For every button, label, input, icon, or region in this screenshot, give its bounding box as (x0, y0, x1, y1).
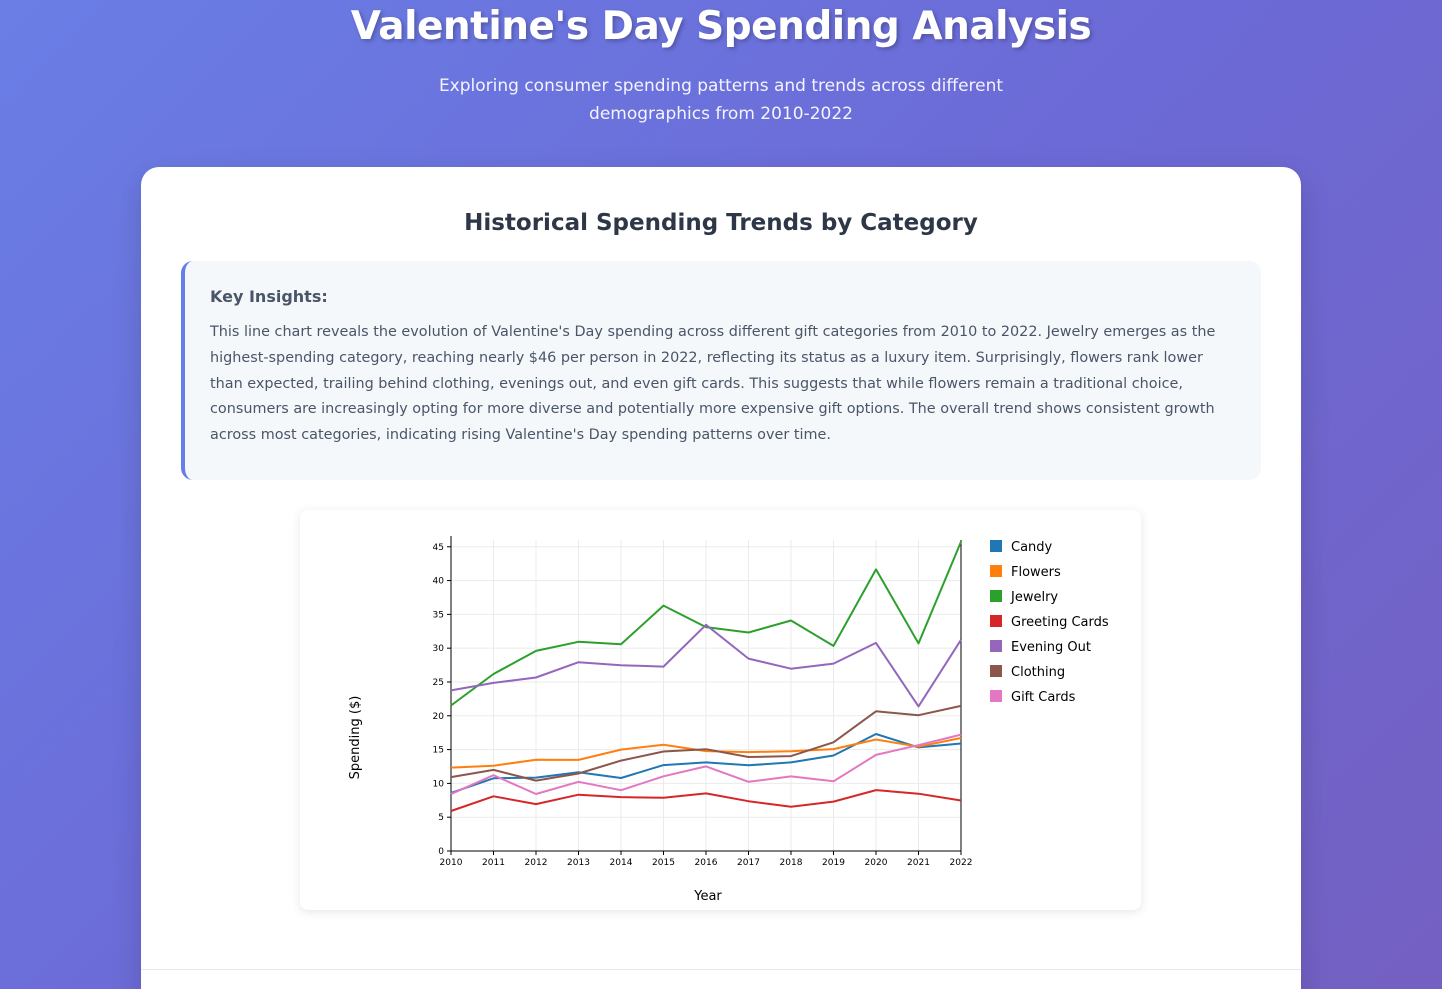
x-tick-label: 2021 (907, 858, 930, 868)
series-line-greeting-cards (450, 789, 962, 812)
series-line-evening-out (450, 623, 962, 708)
x-tick-label: 2020 (865, 858, 888, 868)
card-divider (141, 969, 1301, 970)
legend-swatch-candy (990, 540, 1002, 552)
chart-series (450, 541, 962, 812)
x-tick-label: 2019 (822, 858, 845, 868)
chart-container: 0 5 10 15 20 25 30 35 40 45 2010 2011 2012 2013 2014 20… (300, 510, 1141, 910)
insights-box: Key Insights: This line chart reveals th… (181, 261, 1261, 480)
legend-swatch-jewelry (990, 590, 1002, 602)
x-tick-label: 2017 (737, 858, 760, 868)
y-tick-label: 0 (438, 847, 444, 857)
x-tick-label: 2014 (610, 858, 633, 868)
legend-label-clothing: Clothing (1011, 665, 1065, 680)
legend-label-greeting-cards: Greeting Cards (1011, 615, 1109, 630)
page-title: Valentine's Day Spending Analysis (350, 4, 1092, 49)
y-tick-label: 30 (433, 644, 445, 654)
content-card: Historical Spending Trends by Category K… (141, 167, 1301, 989)
section-title: Historical Spending Trends by Category (464, 210, 978, 236)
series-line-clothing (450, 704, 962, 782)
legend-swatch-greeting-cards (990, 615, 1002, 627)
y-tick-label: 40 (433, 577, 445, 587)
series-line-flowers (450, 737, 962, 769)
chart-grid (450, 540, 962, 852)
legend-label-candy: Candy (1011, 540, 1053, 555)
y-tick-label: 20 (433, 712, 445, 722)
insights-text: This line chart reveals the evolution of… (210, 324, 1216, 444)
y-tick-label: 45 (433, 543, 444, 553)
series-line-jewelry (450, 541, 962, 707)
legend-label-evening-out: Evening Out (1011, 640, 1091, 655)
legend-label-gift-cards: Gift Cards (1011, 690, 1076, 705)
x-tick-label: 2018 (780, 858, 803, 868)
x-axis-label: Year (693, 889, 722, 904)
series-line-gift-cards (450, 733, 962, 796)
x-tick-label: 2010 (440, 858, 463, 868)
insights-heading: Key Insights: (210, 287, 328, 306)
x-tick-label: 2013 (567, 858, 590, 868)
legend-swatch-evening-out (990, 640, 1002, 652)
x-tick-label: 2011 (482, 858, 505, 868)
y-axis-label: Spending ($) (348, 696, 363, 780)
legend-swatch-flowers (990, 565, 1002, 577)
x-tick-label: 2015 (652, 858, 675, 868)
page-subtitle: Exploring consumer spending patterns and… (438, 76, 1004, 124)
legend-swatch-gift-cards (990, 690, 1002, 702)
line-chart: 0 5 10 15 20 25 30 35 40 45 2010 2011 2012 2013 2014 20… (348, 536, 1109, 904)
legend-swatch-clothing (990, 665, 1002, 677)
chart-legend: Candy Flowers Jewelry Greeting Cards Evening… (990, 540, 1109, 705)
y-tick-label: 10 (433, 779, 445, 789)
series-line-candy (450, 733, 962, 794)
legend-label-jewelry: Jewelry (1010, 590, 1058, 605)
x-tick-label: 2012 (525, 858, 548, 868)
x-tick-label: 2016 (695, 858, 718, 868)
y-tick-label: 25 (433, 678, 444, 688)
chart-axes: 0 5 10 15 20 25 30 35 40 45 2010 2011 2012 2013 2014 20… (433, 536, 973, 868)
y-tick-label: 5 (438, 813, 444, 823)
y-tick-label: 15 (433, 746, 444, 756)
legend-label-flowers: Flowers (1011, 565, 1061, 580)
x-tick-label: 2022 (950, 858, 973, 868)
y-tick-label: 35 (433, 610, 444, 620)
